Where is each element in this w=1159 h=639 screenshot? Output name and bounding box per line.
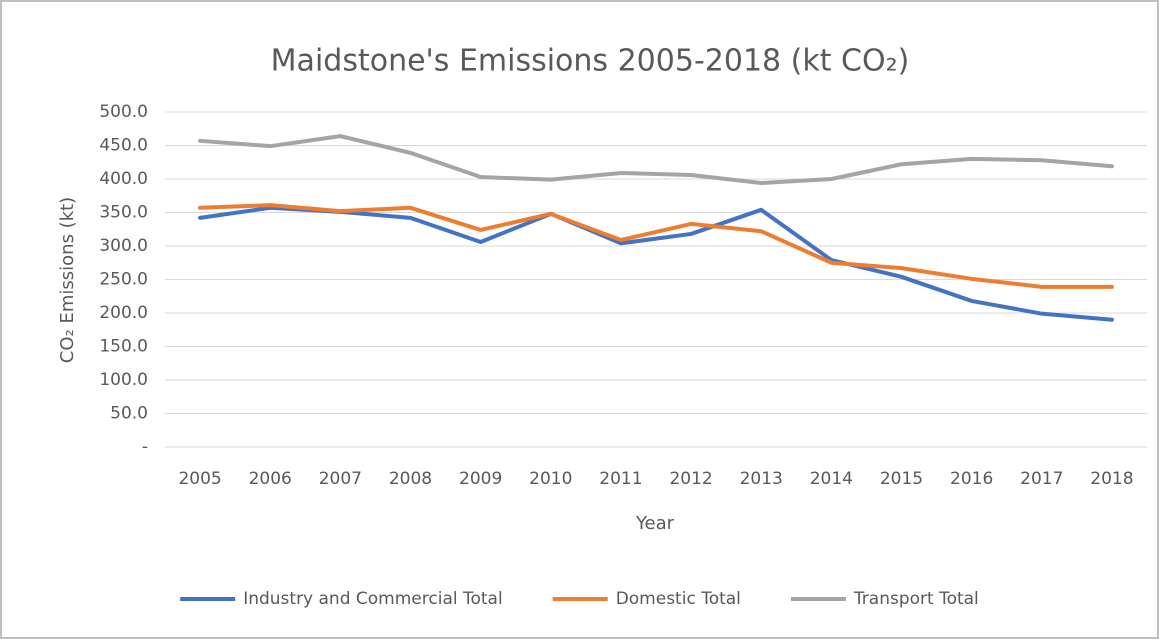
y-tick-label: 150.0 — [99, 337, 148, 357]
legend-label: Transport Total — [853, 589, 979, 609]
x-tick-label: 2018 — [1090, 469, 1133, 489]
x-tick-label: 2008 — [389, 469, 432, 489]
x-tick-label: 2005 — [178, 469, 221, 489]
y-tick-label: 350.0 — [99, 203, 148, 223]
y-tick-label: 450.0 — [99, 136, 148, 156]
y-tick-label: - — [142, 437, 148, 457]
x-tick-label: 2012 — [669, 469, 712, 489]
x-tick-label: 2016 — [950, 469, 993, 489]
data-line — [198, 205, 1114, 322]
y-tick-label: 200.0 — [99, 303, 148, 323]
x-tick-label: 2007 — [319, 469, 362, 489]
y-tick-label: 400.0 — [99, 169, 148, 189]
x-tick-label: 2017 — [1020, 469, 1063, 489]
x-axis-title: Year — [635, 513, 675, 534]
legend-label: Industry and Commercial Total — [243, 589, 503, 609]
y-tick-label: 300.0 — [99, 236, 148, 256]
x-tick-label: 2015 — [880, 469, 923, 489]
data-line — [198, 134, 1114, 186]
y-tick-label: 500.0 — [99, 102, 148, 122]
chart-title: Maidstone's Emissions 2005-2018 (kt CO₂) — [271, 44, 910, 79]
y-axis-title: CO₂ Emissions (kt) — [57, 197, 78, 363]
y-tick-label: 250.0 — [99, 270, 148, 290]
data-line — [198, 203, 1114, 289]
x-tick-label: 2014 — [810, 469, 853, 489]
legend-label: Domestic Total — [616, 589, 741, 609]
x-tick-label: 2011 — [599, 469, 642, 489]
x-tick-label: 2009 — [459, 469, 502, 489]
x-tick-label: 2010 — [529, 469, 572, 489]
y-tick-label: 50.0 — [110, 404, 148, 424]
x-tick-label: 2013 — [740, 469, 783, 489]
y-tick-label: 100.0 — [99, 370, 148, 390]
x-tick-label: 2006 — [249, 469, 292, 489]
